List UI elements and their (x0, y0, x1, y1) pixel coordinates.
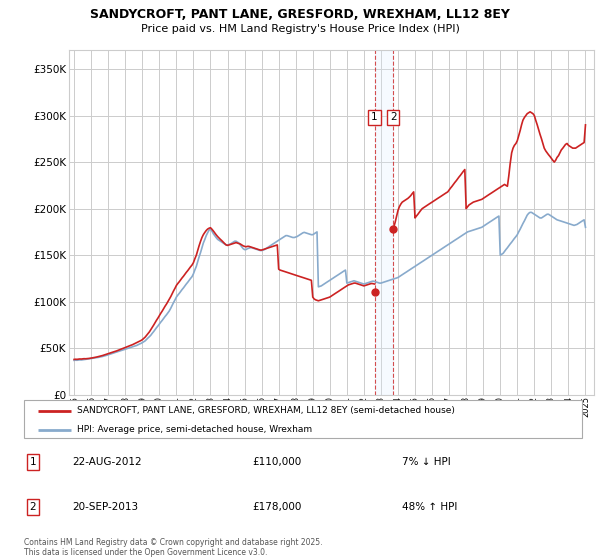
Text: SANDYCROFT, PANT LANE, GRESFORD, WREXHAM, LL12 8EY (semi-detached house): SANDYCROFT, PANT LANE, GRESFORD, WREXHAM… (77, 406, 455, 415)
Text: 48% ↑ HPI: 48% ↑ HPI (402, 502, 457, 512)
Text: HPI: Average price, semi-detached house, Wrexham: HPI: Average price, semi-detached house,… (77, 425, 312, 434)
Text: 22-AUG-2012: 22-AUG-2012 (72, 457, 142, 467)
Text: 1: 1 (29, 457, 37, 467)
Text: 1: 1 (371, 113, 378, 123)
Text: Price paid vs. HM Land Registry's House Price Index (HPI): Price paid vs. HM Land Registry's House … (140, 24, 460, 34)
Text: £178,000: £178,000 (252, 502, 301, 512)
Bar (374, 50, 393, 395)
Text: Contains HM Land Registry data © Crown copyright and database right 2025.
This d: Contains HM Land Registry data © Crown c… (24, 538, 323, 557)
Text: 2: 2 (29, 502, 37, 512)
Text: 2: 2 (390, 113, 397, 123)
Text: SANDYCROFT, PANT LANE, GRESFORD, WREXHAM, LL12 8EY: SANDYCROFT, PANT LANE, GRESFORD, WREXHAM… (90, 8, 510, 21)
Text: 7% ↓ HPI: 7% ↓ HPI (402, 457, 451, 467)
Text: £110,000: £110,000 (252, 457, 301, 467)
Text: 20-SEP-2013: 20-SEP-2013 (72, 502, 138, 512)
